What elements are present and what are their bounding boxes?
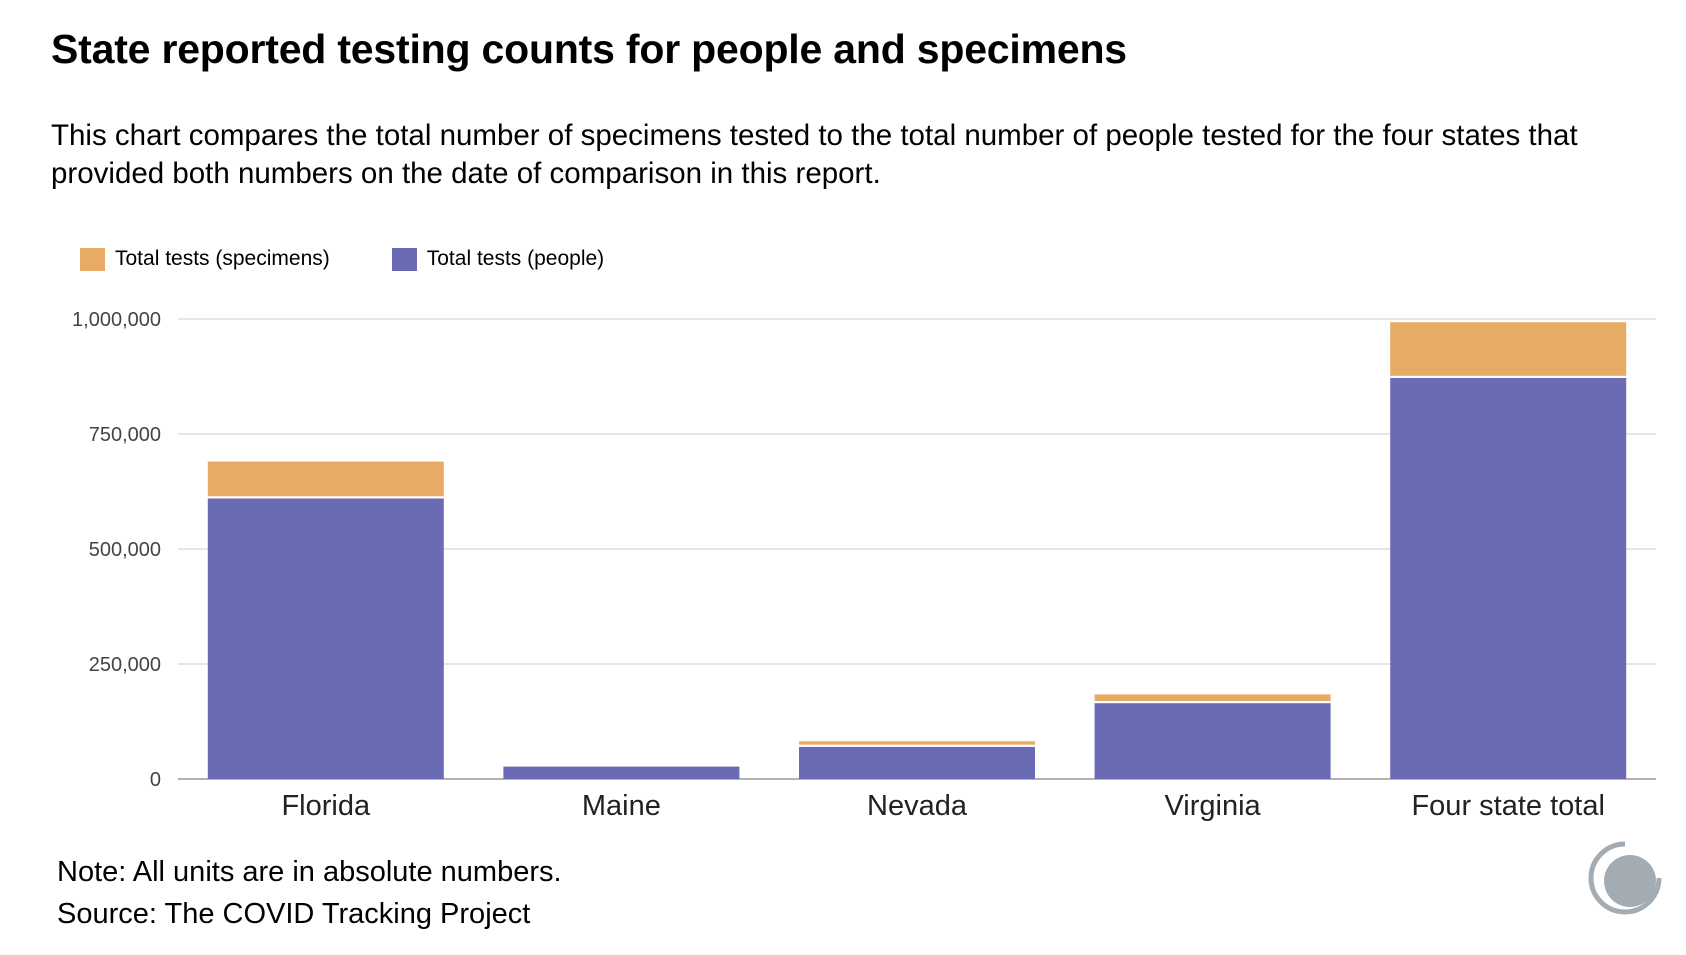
bar-specimens — [1390, 322, 1627, 376]
bar-people — [799, 746, 1035, 779]
footer-source: Source: The COVID Tracking Project — [57, 898, 531, 930]
bar-people — [1094, 703, 1331, 779]
y-tick-label: 750,000 — [89, 424, 161, 446]
legend-swatch-people — [391, 247, 417, 271]
legend: Total tests (specimens) Total tests (peo… — [80, 247, 666, 271]
footer-note: Note: All units are in absolute numbers. — [57, 856, 562, 888]
x-category-label: Nevada — [867, 790, 968, 822]
bar-chart: 0 250,000 500,000 750,000 1,000,000 Florida Ma… — [72, 309, 1656, 822]
legend-label-people: Total tests (people) — [426, 247, 605, 270]
y-tick-label: 500,000 — [89, 539, 161, 561]
bar-people — [503, 766, 740, 779]
bar-specimens — [1094, 694, 1331, 702]
x-category-label: Maine — [582, 790, 661, 822]
y-tick-label: 0 — [150, 769, 161, 791]
y-tick-label: 250,000 — [89, 654, 161, 676]
x-category-label: Florida — [281, 790, 371, 822]
legend-item-specimens: Total tests (specimens) — [80, 247, 330, 271]
bar-specimens — [207, 461, 444, 497]
legend-label-specimens: Total tests (specimens) — [115, 247, 330, 270]
covid-tracking-project-logo-icon — [1588, 841, 1662, 915]
x-category-label: Four state total — [1411, 790, 1604, 822]
bar-specimens — [799, 741, 1035, 745]
x-category-label: Virginia — [1164, 790, 1261, 822]
legend-swatch-specimens — [80, 247, 105, 271]
bar-people — [207, 498, 444, 779]
y-tick-label: 1,000,000 — [72, 309, 161, 331]
chart-title: State reported testing counts for people… — [51, 26, 1127, 72]
chart-subtitle: This chart compares the total number of … — [51, 119, 1578, 190]
bar-people — [1390, 377, 1627, 779]
legend-item-people: Total tests (people) — [391, 247, 605, 271]
